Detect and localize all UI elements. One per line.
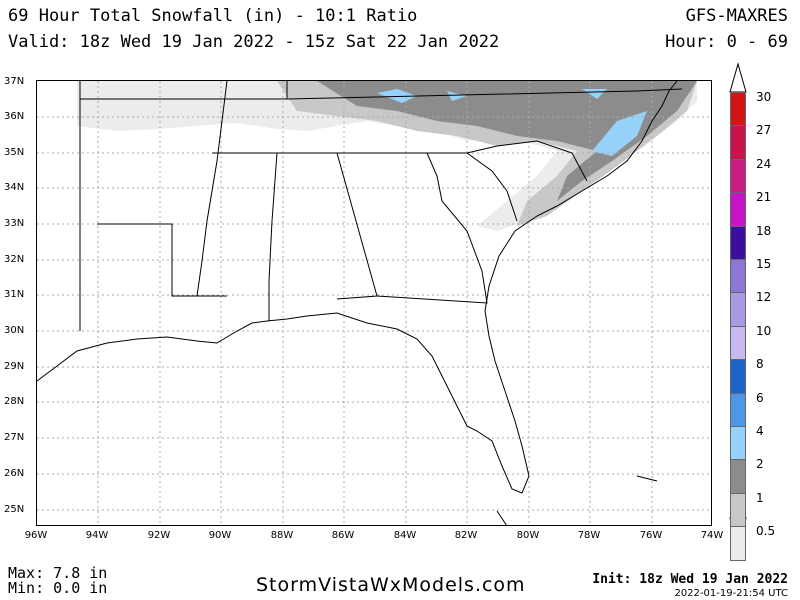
lat-label: 36N <box>4 111 25 122</box>
colorbar-label: 12 <box>756 290 772 305</box>
lon-label: 82W <box>454 530 478 541</box>
lat-label: 27N <box>4 432 25 443</box>
colorbar-swatch <box>730 459 746 494</box>
init-time: Init: 18z Wed 19 Jan 2022 <box>592 572 788 587</box>
lat-label: 25N <box>4 504 25 515</box>
colorbar-label: 1 <box>756 490 764 505</box>
colorbar-swatch <box>730 192 746 227</box>
lat-label: 30N <box>4 325 25 336</box>
lon-label: 88W <box>270 530 294 541</box>
lat-label: 37N <box>4 76 25 87</box>
valid-period: Valid: 18z Wed 19 Jan 2022 - 15z Sat 22 … <box>8 32 500 52</box>
colorbar-swatch <box>730 259 746 294</box>
map-title: 69 Hour Total Snowfall (in) - 10:1 Ratio <box>8 6 418 26</box>
colorbar-swatch <box>730 125 746 160</box>
hour-range: Hour: 0 - 69 <box>665 32 788 52</box>
colorbar-label: 8 <box>756 357 764 372</box>
colorbar-swatch <box>730 92 746 127</box>
lon-label: 92W <box>147 530 171 541</box>
site-watermark: StormVistaWxModels.com <box>256 574 526 596</box>
lat-label: 35N <box>4 147 25 158</box>
lat-label: 31N <box>4 289 25 300</box>
lon-label: 74W <box>700 530 724 541</box>
coastlines-borders <box>37 81 683 525</box>
lat-label: 34N <box>4 182 25 193</box>
lat-lon-grid <box>37 81 711 525</box>
colorbar-label: 21 <box>756 190 772 205</box>
lon-label: 78W <box>577 530 601 541</box>
colorbar-label: 30 <box>756 90 772 104</box>
lon-label: 96W <box>24 530 48 541</box>
colorbar-swatch <box>730 426 746 461</box>
lat-label: 28N <box>4 396 25 407</box>
lon-label: 80W <box>516 530 540 541</box>
generated-timestamp: 2022-01-19-21:54 UTC <box>674 588 788 599</box>
colorbar-label: 15 <box>756 257 772 271</box>
snowfall-shading <box>77 81 697 231</box>
colorbar-label: 10 <box>756 323 772 338</box>
colorbar-swatch <box>730 158 746 194</box>
lon-label: 76W <box>639 530 663 541</box>
lon-label: 86W <box>331 530 355 541</box>
colorbar-swatch <box>730 325 746 361</box>
colorbar-label: 2 <box>756 457 764 472</box>
snowfall-map <box>36 80 712 526</box>
colorbar-label: 24 <box>756 156 772 171</box>
colorbar-swatch <box>730 492 746 528</box>
stats-box: Max: 7.8 in Min: 0.0 in <box>8 566 107 596</box>
lat-label: 32N <box>4 254 25 265</box>
lon-label: 94W <box>85 530 109 541</box>
colorbar-swatch <box>730 292 746 327</box>
lon-label: 84W <box>393 530 417 541</box>
map-canvas <box>37 81 711 525</box>
lon-label: 90W <box>208 530 232 541</box>
colorbar-swatch <box>730 359 746 394</box>
min-value: Min: 0.0 in <box>8 579 108 597</box>
colorbar-label: 0.5 <box>756 524 776 539</box>
colorbar-label: 6 <box>756 390 764 405</box>
lat-label: 26N <box>4 468 25 479</box>
colorbar-label: 27 <box>756 123 772 138</box>
colorbar-label: 4 <box>756 424 764 438</box>
max-value: Max: 7.8 in <box>8 564 108 582</box>
colorbar-swatch <box>730 225 746 260</box>
colorbar-swatch <box>730 392 746 427</box>
lat-label: 33N <box>4 218 25 229</box>
model-name: GFS-MAXRES <box>685 6 788 26</box>
colorbar-swatch <box>730 526 746 561</box>
colorbar-label: 18 <box>756 223 772 238</box>
lat-label: 29N <box>4 361 25 372</box>
